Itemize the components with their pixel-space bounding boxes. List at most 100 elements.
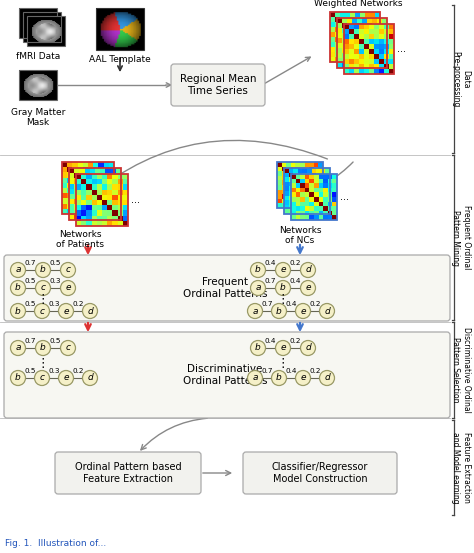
Text: 0.5: 0.5 <box>25 278 36 284</box>
Circle shape <box>250 263 265 278</box>
Text: 0.5: 0.5 <box>24 301 36 307</box>
Circle shape <box>35 371 49 385</box>
Text: ⋮: ⋮ <box>37 294 49 306</box>
Bar <box>96 8 144 50</box>
Text: Ordinal Pattern based
Feature Extraction: Ordinal Pattern based Feature Extraction <box>75 462 182 484</box>
Bar <box>330 12 380 62</box>
Circle shape <box>82 371 98 385</box>
Bar <box>23 12 61 42</box>
Text: a: a <box>15 343 21 352</box>
Circle shape <box>301 280 316 295</box>
Text: 0.5: 0.5 <box>50 260 61 266</box>
Text: c: c <box>39 306 45 316</box>
Text: Discriminative Ordinal
Pattern Selection: Discriminative Ordinal Pattern Selection <box>451 327 471 413</box>
Circle shape <box>301 341 316 356</box>
Bar <box>76 174 128 226</box>
Circle shape <box>36 280 51 295</box>
Text: a: a <box>252 306 258 316</box>
Text: Gray Matter
Mask: Gray Matter Mask <box>11 108 65 127</box>
Bar <box>284 168 330 214</box>
Circle shape <box>319 371 335 385</box>
Text: 0.7: 0.7 <box>25 338 36 344</box>
Circle shape <box>61 263 75 278</box>
Text: 0.7: 0.7 <box>25 260 36 266</box>
Text: 0.2: 0.2 <box>72 301 84 307</box>
Text: 0.2: 0.2 <box>290 338 301 344</box>
Text: Networks
of NCs: Networks of NCs <box>279 226 321 246</box>
Text: d: d <box>305 343 311 352</box>
Bar <box>69 168 121 220</box>
Text: 0.5: 0.5 <box>24 368 36 374</box>
Text: b: b <box>15 284 21 293</box>
Circle shape <box>35 304 49 319</box>
Circle shape <box>272 304 286 319</box>
Text: a: a <box>252 373 258 383</box>
FancyBboxPatch shape <box>4 332 450 418</box>
Text: Weighted Networks: Weighted Networks <box>314 0 402 8</box>
Text: d: d <box>87 373 93 383</box>
Circle shape <box>36 263 51 278</box>
Circle shape <box>10 280 26 295</box>
Circle shape <box>10 341 26 356</box>
Text: Fig. 1.  Illustration of...: Fig. 1. Illustration of... <box>5 539 106 547</box>
Circle shape <box>10 371 26 385</box>
Text: e: e <box>280 265 286 274</box>
Text: e: e <box>63 306 69 316</box>
Circle shape <box>61 280 75 295</box>
Text: 0.2: 0.2 <box>309 301 321 307</box>
Text: b: b <box>255 265 261 274</box>
Text: c: c <box>39 373 45 383</box>
Text: Networks
of Patients: Networks of Patients <box>56 230 104 249</box>
Text: fMRI Data: fMRI Data <box>16 52 60 61</box>
Text: e: e <box>280 343 286 352</box>
Text: d: d <box>87 306 93 316</box>
Circle shape <box>319 304 335 319</box>
Circle shape <box>250 341 265 356</box>
Text: b: b <box>15 306 21 316</box>
Circle shape <box>36 341 51 356</box>
Text: b: b <box>276 306 282 316</box>
Text: 0.2: 0.2 <box>290 260 301 266</box>
Bar <box>19 70 57 100</box>
Circle shape <box>275 341 291 356</box>
Text: ...: ... <box>397 44 406 54</box>
Text: 0.5: 0.5 <box>50 338 61 344</box>
Text: d: d <box>324 306 330 316</box>
Circle shape <box>301 263 316 278</box>
Text: Frequent
Ordinal Patterns: Frequent Ordinal Patterns <box>183 277 267 299</box>
Text: b: b <box>255 343 261 352</box>
Bar <box>344 24 394 74</box>
Text: b: b <box>280 284 286 293</box>
Circle shape <box>272 371 286 385</box>
Text: e: e <box>65 284 71 293</box>
FancyBboxPatch shape <box>243 452 397 494</box>
Circle shape <box>275 280 291 295</box>
Text: a: a <box>255 284 261 293</box>
Circle shape <box>247 304 263 319</box>
Bar <box>291 174 337 220</box>
Text: 0.4: 0.4 <box>285 368 297 374</box>
Bar <box>337 18 387 68</box>
Bar <box>19 8 57 38</box>
Circle shape <box>10 263 26 278</box>
Text: c: c <box>40 284 46 293</box>
Text: 0.4: 0.4 <box>265 338 276 344</box>
Text: 0.3: 0.3 <box>50 278 61 284</box>
Text: 0.3: 0.3 <box>48 301 60 307</box>
Circle shape <box>58 304 73 319</box>
Text: c: c <box>65 343 71 352</box>
Text: e: e <box>63 373 69 383</box>
Circle shape <box>10 304 26 319</box>
Text: ...: ... <box>131 195 140 205</box>
Text: 0.7: 0.7 <box>265 278 276 284</box>
Text: e: e <box>305 284 311 293</box>
Circle shape <box>295 371 310 385</box>
Text: Data
Pre-processing: Data Pre-processing <box>451 51 471 107</box>
Bar <box>62 162 114 214</box>
Text: 0.4: 0.4 <box>285 301 297 307</box>
Text: Discriminative
Ordinal Patterns: Discriminative Ordinal Patterns <box>183 364 267 386</box>
Text: 0.4: 0.4 <box>265 260 276 266</box>
Text: 0.2: 0.2 <box>72 368 84 374</box>
FancyBboxPatch shape <box>171 64 265 106</box>
Bar <box>27 16 65 46</box>
